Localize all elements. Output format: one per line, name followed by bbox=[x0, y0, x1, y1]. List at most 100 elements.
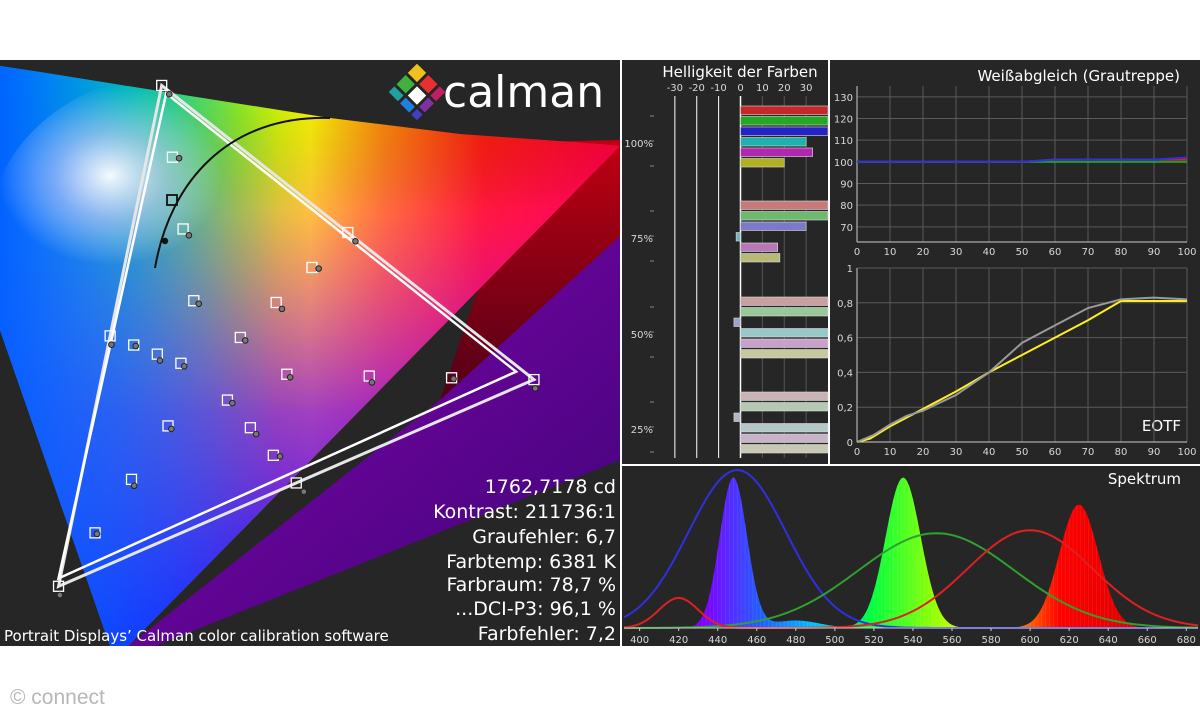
gamut-measured-point bbox=[156, 357, 164, 364]
spectrum-area bbox=[624, 477, 1198, 628]
gamut-target-marker bbox=[52, 580, 65, 592]
brightness-bar bbox=[733, 412, 741, 422]
gamut-target-marker bbox=[528, 373, 540, 386]
gamut-measured-point bbox=[352, 237, 359, 245]
y-tick-label: 70 bbox=[840, 223, 853, 234]
y-tick-label: 110 bbox=[834, 136, 853, 147]
gamut-measured-point bbox=[286, 373, 294, 381]
watermark: © connect bbox=[10, 686, 105, 709]
eotf-panel: EOTF 0 10 20 30 40 50 60 70 80 90 100 0 0,2 0,4 0,6 0,8… bbox=[830, 262, 1200, 464]
x-tick-label: 40 bbox=[983, 447, 996, 458]
gamut-measured-point bbox=[165, 90, 173, 98]
spectrum-tick-label: 680 bbox=[1177, 635, 1196, 646]
y-tick-label: 0,8 bbox=[837, 299, 853, 310]
brightness-x-tick: -20 bbox=[689, 83, 705, 94]
x-tick-label: 70 bbox=[1082, 247, 1095, 258]
x-tick-label: 20 bbox=[917, 447, 930, 458]
y-tick-label: 0 bbox=[847, 438, 853, 449]
y-tick-label: 0,2 bbox=[837, 403, 853, 414]
gamut-target-marker bbox=[244, 422, 257, 434]
gamut-measured-point bbox=[175, 154, 183, 162]
y-tick-label: 100 bbox=[834, 158, 853, 169]
brightness-bar bbox=[740, 328, 829, 338]
y-tick-label: 90 bbox=[840, 180, 853, 191]
gamut-measured-point bbox=[168, 425, 175, 433]
brightness-bar bbox=[740, 444, 829, 454]
brightness-x-ticks: -30 -20 -10 0 10 20 30 bbox=[667, 83, 813, 94]
stat-luminance: 1762,7178 cd bbox=[485, 476, 616, 498]
brightness-bar bbox=[740, 126, 829, 136]
gamut-measured-point bbox=[252, 430, 260, 438]
greyscale-title: Weißabgleich (Grautreppe) bbox=[977, 67, 1180, 85]
stat-color-error: Farbfehler: 7,2 bbox=[478, 623, 616, 645]
spectrum-line bbox=[623, 529, 1199, 629]
brightness-bar bbox=[733, 317, 741, 327]
gamut-target-triangle bbox=[56, 82, 537, 589]
brightness-bar bbox=[735, 232, 741, 242]
brightness-bar bbox=[740, 200, 829, 210]
gamut-measured-point bbox=[108, 341, 115, 348]
x-tick-label: 20 bbox=[917, 247, 930, 258]
brightness-bar bbox=[740, 211, 829, 221]
x-tick-label: 0 bbox=[854, 247, 860, 258]
greyscale-lines bbox=[857, 156, 1188, 163]
gamut-measured-point bbox=[56, 591, 64, 599]
x-tick-label: 60 bbox=[1049, 247, 1062, 258]
calman-logo-text: calman bbox=[443, 67, 604, 118]
brightness-bar bbox=[740, 105, 829, 115]
gamut-white-glow bbox=[0, 70, 390, 390]
stats-block: 1762,7178 cd Kontrast: 211736:1 Graufehl… bbox=[433, 476, 616, 645]
spectrum-tick-label: 460 bbox=[747, 635, 766, 646]
stat-gray-error: Graufehler: 6,7 bbox=[472, 526, 616, 548]
caption: Portrait Displays’ Calman color calibrat… bbox=[4, 627, 389, 645]
y-tick-label: 0,6 bbox=[837, 334, 853, 345]
stat-dci: ...DCI-P3: 96,1 % bbox=[455, 598, 616, 620]
greyscale-axes: 0 10 20 30 40 50 60 70 80 90 100 70 80 90 100 110 120 130 bbox=[834, 86, 1197, 258]
spectrum-tick-label: 620 bbox=[1060, 635, 1079, 646]
spectrum-tick-label: 480 bbox=[786, 635, 805, 646]
x-tick-label: 60 bbox=[1049, 447, 1062, 458]
brightness-x-tick: 20 bbox=[778, 83, 791, 94]
gamut-measured-point bbox=[300, 488, 308, 496]
gamut-fan-red bbox=[440, 140, 620, 400]
spectrum-axis: 400 420 440 460 480 500 520 540 560 580 600 620 640 6… bbox=[624, 627, 1198, 646]
gamut-measured-point bbox=[315, 265, 322, 272]
gamut-measured-point bbox=[531, 385, 539, 392]
spectrum-tick-label: 600 bbox=[1021, 635, 1040, 646]
spectrum-tick-label: 440 bbox=[708, 635, 727, 646]
gamut-measured-point bbox=[229, 399, 236, 407]
x-tick-label: 90 bbox=[1148, 247, 1161, 258]
x-tick-label: 10 bbox=[884, 447, 897, 458]
gamut-measured-point bbox=[130, 482, 138, 490]
brightness-bar bbox=[740, 433, 829, 443]
spectrum-tick-label: 500 bbox=[825, 635, 844, 646]
gamut-target-marker bbox=[270, 296, 282, 309]
gamut-measured-point bbox=[93, 530, 101, 538]
series-line bbox=[857, 156, 1188, 163]
gamut-measured-point bbox=[450, 375, 457, 383]
spectrum-tick-label: 400 bbox=[630, 635, 649, 646]
spectrum-panel: 400 420 440 460 480 500 520 540 560 580 600 620 640 6… bbox=[622, 466, 1200, 646]
x-tick-label: 30 bbox=[950, 447, 963, 458]
brightness-bar bbox=[740, 158, 785, 168]
x-tick-label: 80 bbox=[1115, 247, 1128, 258]
stat-color-space: Farbraum: 78,7 % bbox=[446, 574, 616, 596]
gamut-measured-point bbox=[368, 379, 376, 386]
spectrum-tick-label: 640 bbox=[1099, 635, 1118, 646]
series-line bbox=[856, 300, 1187, 443]
brightness-bar bbox=[740, 253, 781, 263]
gamut-target-marker bbox=[156, 79, 168, 92]
x-tick-label: 70 bbox=[1082, 447, 1095, 458]
y-tick-label: 1 bbox=[847, 264, 853, 275]
brightness-level-labels: 100% 75% 50% 25% bbox=[624, 115, 654, 453]
spectrum-line bbox=[623, 532, 1199, 629]
greyscale-panel: Weißabgleich (Grautreppe) 0 10 20 30 40 50 60 7… bbox=[830, 60, 1200, 266]
brightness-level-label: 75% bbox=[631, 234, 653, 245]
spectrum-tick-label: 560 bbox=[942, 635, 961, 646]
greyscale-background bbox=[830, 60, 1200, 266]
gamut-measured-point bbox=[241, 337, 249, 344]
x-tick-label: 80 bbox=[1115, 447, 1128, 458]
x-tick-label: 100 bbox=[1177, 247, 1196, 258]
eotf-background bbox=[830, 262, 1200, 464]
spectrum-tick-label: 660 bbox=[1138, 635, 1157, 646]
